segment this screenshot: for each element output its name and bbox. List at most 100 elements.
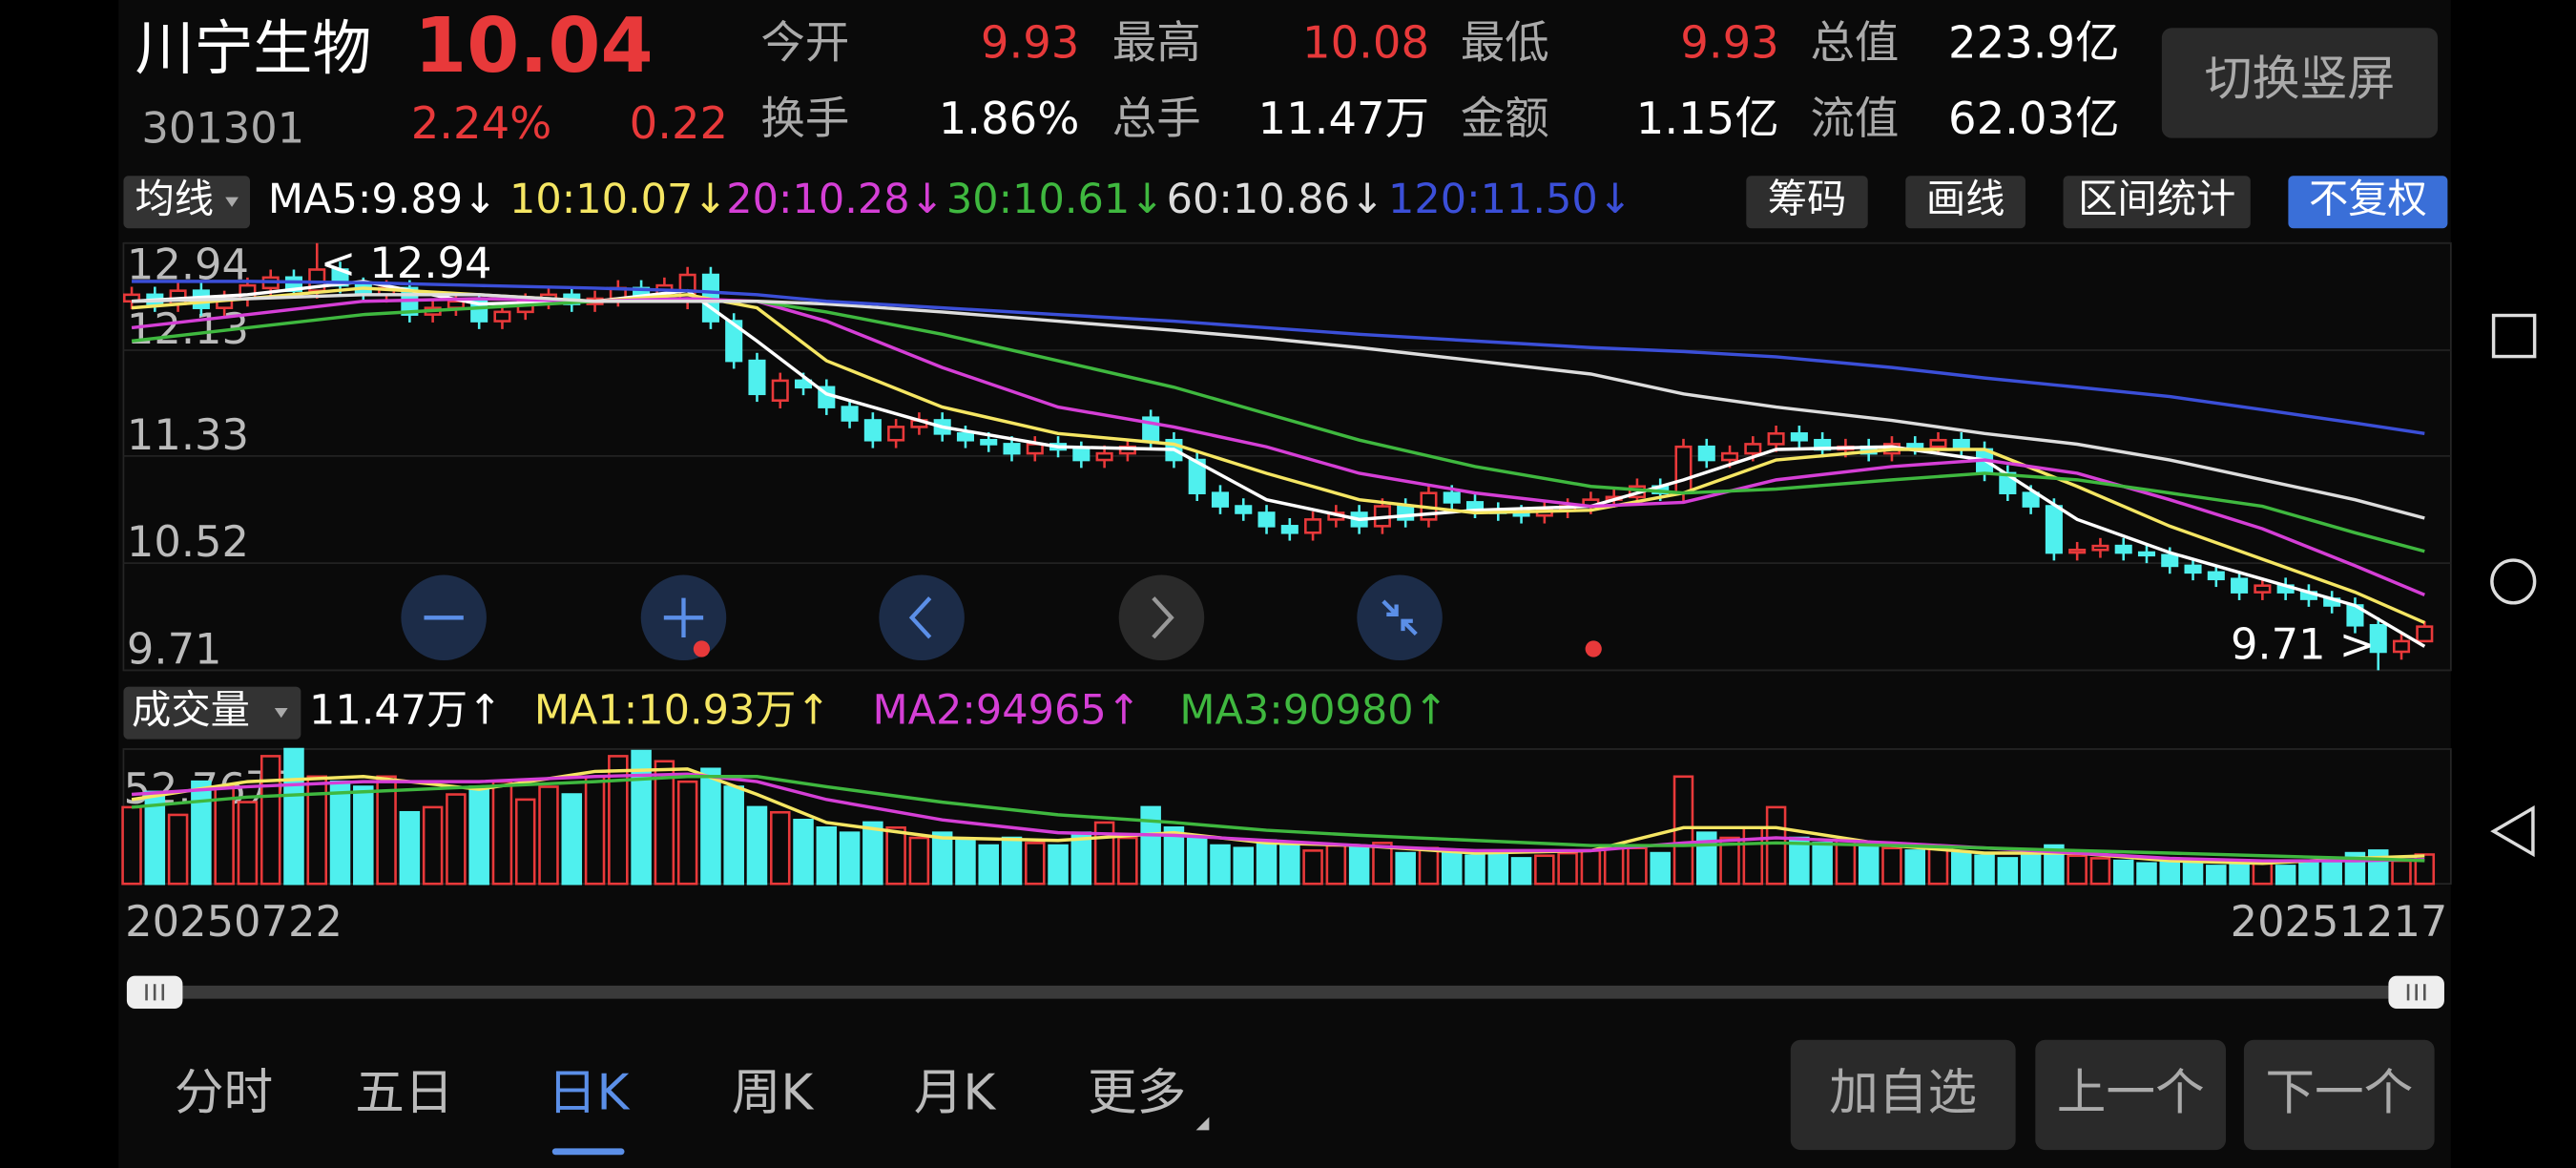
nav-back[interactable] [2490,804,2535,858]
volume-bar [931,831,953,886]
quote-label: 总手 [1112,93,1201,144]
tool-button-label[interactable]: 筹码 [1768,177,1847,222]
volume-bar [1835,839,1857,886]
action-button[interactable] [2243,1039,2435,1151]
quote-value: 9.93 [1680,17,1778,69]
quote-value: 62.03亿 [1948,93,2120,144]
volume-bar [908,836,930,886]
quote-label: 今开 [760,17,849,69]
candle-body [1211,491,1230,508]
candle-body [887,426,905,442]
tab[interactable]: 周K [732,1064,815,1121]
quote-value: 223.9亿 [1948,17,2120,69]
candle-body [2137,551,2156,557]
volume-bar [561,793,583,886]
tab[interactable]: 分时 [175,1064,273,1121]
volume-bar [2067,854,2088,886]
change-pct: 2.24% [411,97,552,149]
volume-bar [399,810,421,886]
event-dot [693,640,711,657]
candle-body [1697,445,1715,462]
volume-bar [862,821,883,886]
nav-home[interactable] [2490,558,2537,605]
candle-body [2416,625,2434,643]
tool-button[interactable] [1746,176,1868,229]
action-button[interactable] [2035,1039,2226,1151]
candle-body [2254,584,2272,594]
volume-chart: 52.76万2025072220251217MA1:10.93万↑MA2:949… [121,687,2452,947]
y-tick-label: 11.33 [127,409,249,460]
volume-bar [1001,836,1023,886]
volume-bar [631,749,652,886]
tool-button-label[interactable]: 区间统计 [2078,177,2235,222]
scroll-left[interactable] [879,574,965,661]
candle-body [771,379,789,402]
scroll-track[interactable] [132,985,2444,999]
quote-value: 9.93 [981,17,1079,69]
volume-bar [237,801,259,886]
tool-button[interactable] [2288,176,2448,229]
more-indicator [1195,1116,1210,1131]
stock-code: 301301 [141,103,304,154]
tab-underline [551,1148,625,1156]
tool-button[interactable] [1905,176,2025,229]
legend-entry: MA1:10.93万↑ [534,687,831,735]
tool-button-label[interactable]: 不复权 [2309,177,2427,222]
orientation-button-label[interactable]: 切换竖屏 [2205,52,2396,107]
volume-bar [422,805,444,886]
volume-bar [2275,865,2296,886]
volume-bar [676,780,698,886]
ma-selector-label[interactable]: 均线 [135,177,214,222]
orientation-button[interactable] [2161,28,2439,138]
quote-value: 1.86% [939,93,1080,144]
candle-body [2022,491,2040,508]
quote-label: 最低 [1461,17,1549,69]
tool-button-label[interactable]: 画线 [1926,177,2005,222]
legend-entry: 10:10.07↓ [509,176,727,223]
volume-bar [1279,844,1300,886]
volume-bar [2367,849,2389,886]
volume-bar [1465,854,1485,886]
volume-bar [1093,821,1115,886]
volume-bar [1951,851,1972,886]
volume-bar [1140,805,1161,886]
action-button-label[interactable]: 下一个 [2265,1064,2413,1121]
volume-bar [793,818,814,886]
tab[interactable]: 五日 [355,1064,453,1121]
tool-button[interactable] [2063,176,2251,229]
action-button[interactable] [1790,1039,2016,1151]
volume-bar [584,775,606,886]
volume-bar [2206,865,2227,886]
volume-bar [491,780,513,886]
nav-recents[interactable] [2491,313,2537,359]
candle-body [447,300,465,309]
volume-selector[interactable] [123,686,301,740]
tab[interactable]: 更多 [1088,1064,1186,1121]
candle-body [725,320,743,363]
icon [145,984,165,1001]
action-button-label[interactable]: 上一个 [2057,1064,2205,1121]
legend-entry: 20:10.28↓ [726,176,944,223]
ma-selector[interactable] [123,176,250,229]
dropdown-arrow [225,197,239,207]
candle-body [1674,445,1693,494]
volume-bar [1163,826,1185,886]
tab[interactable]: 月K [914,1064,997,1121]
volume-bar [2089,857,2111,886]
legend-entry: MA3:90980↑ [1179,687,1447,735]
candle-body [748,359,766,396]
action-button-label[interactable]: 加自选 [1829,1064,1977,1121]
reset-zoom[interactable] [1357,574,1443,661]
legend-entry: MA5:9.89↓ [268,176,497,223]
scroll-right[interactable] [1118,574,1205,661]
x-tick-label: 20250722 [125,896,343,947]
volume-bar [353,785,374,886]
candle-body [2045,505,2063,554]
volume-bar [1997,857,2019,886]
tab[interactable]: 日K [548,1064,631,1121]
extreme-label: < 12.94 [321,238,492,288]
volume-bar [1904,849,1925,886]
volume-selector-label[interactable]: 成交量 [132,687,250,733]
